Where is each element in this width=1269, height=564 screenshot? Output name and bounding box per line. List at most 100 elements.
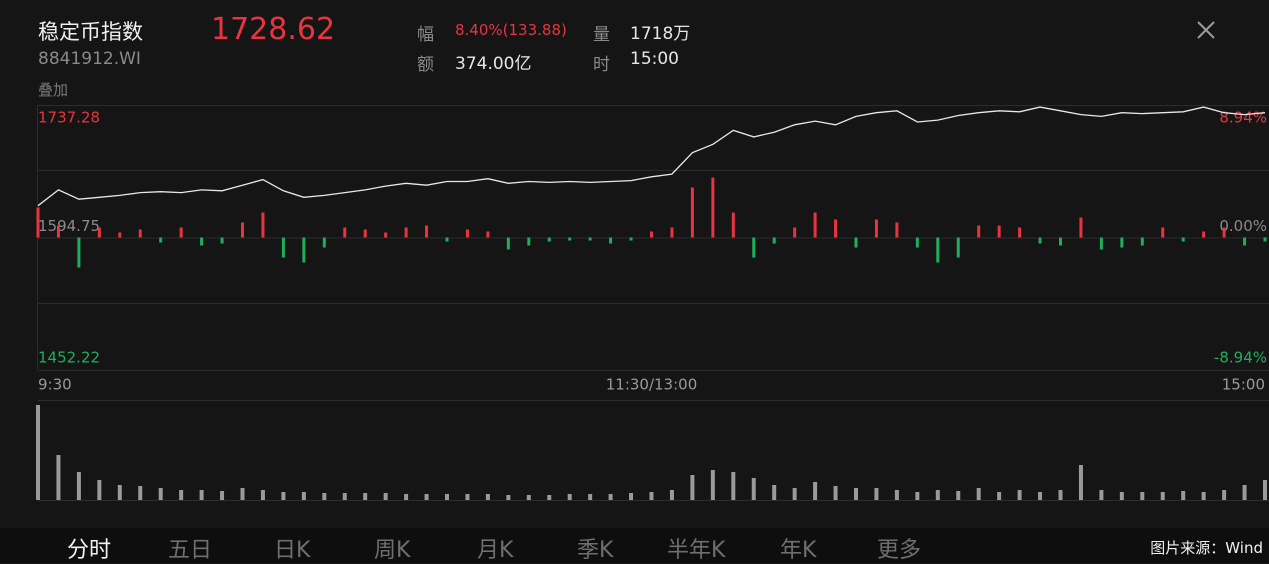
volume-bar [1263, 480, 1267, 500]
flow-bar [793, 227, 797, 238]
flow-bar [956, 237, 960, 258]
flow-bar [915, 237, 919, 248]
flow-bar [1161, 227, 1165, 238]
volume-bar [567, 494, 572, 500]
volume-bar [690, 475, 695, 500]
tab-bar: 分时 五日 日K 周K 月K 季K 半年K 年K 更多 [0, 528, 1269, 563]
volume-bar [199, 490, 204, 500]
volume-bar [792, 488, 797, 500]
flow-bar [486, 231, 490, 238]
volume-bar [445, 494, 449, 500]
volume-bar [322, 493, 327, 500]
volume-bar [1017, 490, 1022, 500]
volume-bar [76, 472, 81, 500]
flow-bar [650, 231, 653, 238]
volume-bar [649, 492, 654, 500]
flow-bar [36, 207, 40, 238]
volume-bar [138, 486, 143, 500]
volume-bar [751, 478, 756, 500]
flow-bar [690, 187, 694, 238]
stat-value: 15:00 [630, 49, 679, 69]
flow-bar [261, 212, 265, 238]
flow-bar [1018, 227, 1022, 238]
volume-bar [97, 480, 102, 500]
flow-bar [1181, 237, 1185, 242]
x-tick-label: 15:00 [1222, 376, 1265, 394]
volume-bar [383, 493, 388, 500]
flow-bar [1120, 237, 1124, 248]
flow-bar [670, 227, 674, 238]
stat-label: 幅 [417, 25, 434, 45]
volume-bar [629, 493, 634, 500]
flow-bar [404, 227, 408, 238]
flow-bar [138, 229, 142, 238]
flow-bar [1059, 237, 1062, 246]
source-note: 图片来源：Wind [1150, 539, 1263, 557]
flow-bar [465, 229, 469, 238]
period-tab[interactable]: 日K [274, 538, 311, 563]
volume-bar [874, 488, 879, 500]
flow-bar [281, 237, 285, 258]
period-tab[interactable]: 年K [780, 538, 817, 563]
volume-bar [281, 492, 286, 500]
volume-bar [1038, 492, 1043, 500]
volume-bar [772, 485, 777, 500]
overlay-button[interactable]: 叠加 [38, 81, 69, 99]
flow-bar [1140, 237, 1144, 246]
flow-bar [1222, 227, 1226, 238]
flow-bar [1263, 237, 1267, 242]
flow-bar [363, 229, 367, 238]
flow-bar [874, 219, 878, 238]
flow-bar [343, 227, 347, 238]
volume-bar [833, 486, 838, 500]
flow-bar [1099, 237, 1103, 250]
volume-bar [1058, 490, 1063, 500]
volume-bar [1242, 485, 1247, 500]
period-tab[interactable]: 周K [374, 538, 411, 563]
flow-bar [241, 222, 244, 238]
volume-bar [260, 490, 265, 500]
stat-value: 1718万 [630, 24, 691, 44]
stat-label: 时 [593, 55, 610, 75]
volume-bar [342, 493, 347, 500]
flow-bar [936, 237, 940, 263]
period-tab[interactable]: 季K [577, 538, 614, 563]
flow-bar [97, 227, 101, 238]
period-tab[interactable]: 半年K [667, 538, 726, 563]
volume-bar [997, 492, 1002, 500]
price-line [37, 106, 1266, 207]
flow-bar [56, 225, 60, 238]
volume-bar [588, 494, 593, 500]
y-tick-label: 1594.75 [38, 217, 100, 235]
flow-bar [302, 237, 306, 263]
volume-bar [547, 495, 552, 500]
chart: 1452.22 1594.75 1737.28 -8.94% 0.00% 8.94% 9:3… [36, 105, 1269, 501]
flow-bar [384, 232, 388, 238]
flow-bar [77, 237, 81, 268]
period-tab[interactable]: 分时 [67, 538, 112, 563]
close-button[interactable] [1197, 21, 1215, 39]
flow-bar [118, 232, 122, 238]
volume-bar [1222, 490, 1227, 500]
y-tick-label: 1737.28 [38, 109, 100, 127]
volume-bar [485, 494, 490, 500]
period-tab[interactable]: 五日 [168, 538, 213, 563]
volume-bar [404, 494, 409, 500]
stat-value: 374.00亿 [455, 54, 532, 74]
volume-bar [363, 493, 368, 500]
volume-bar [1119, 492, 1124, 500]
volume-bar [36, 405, 40, 500]
volume-bar [608, 494, 613, 500]
flow-bar [547, 237, 551, 242]
flow-bar [1079, 217, 1083, 238]
flow-bar [568, 237, 572, 241]
volume-bar [894, 490, 899, 500]
flow-bar [834, 219, 838, 238]
volume-bar [1078, 465, 1083, 500]
flow-bar [731, 212, 735, 238]
period-tab[interactable]: 更多 [877, 538, 922, 563]
period-tab[interactable]: 月K [477, 538, 514, 563]
flow-bar [1243, 237, 1247, 246]
volume-bar [506, 495, 511, 500]
